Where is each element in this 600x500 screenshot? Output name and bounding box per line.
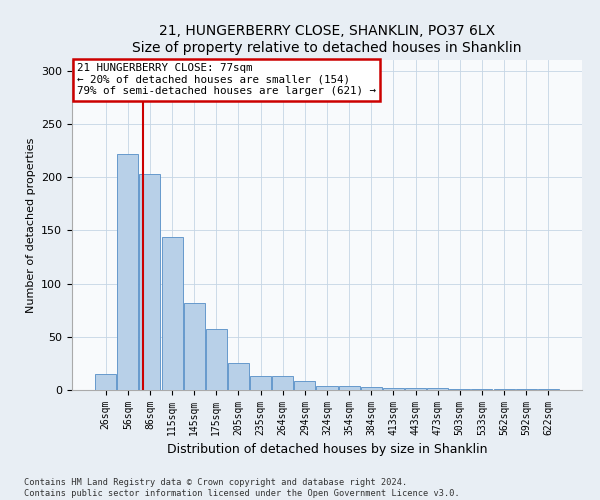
Bar xyxy=(405,388,426,390)
Bar xyxy=(538,389,559,390)
Bar xyxy=(338,386,359,390)
Bar xyxy=(161,236,182,390)
Bar xyxy=(515,389,536,390)
X-axis label: Distribution of detached houses by size in Shanklin: Distribution of detached houses by size … xyxy=(167,444,487,456)
Bar xyxy=(472,389,493,390)
Text: 21 HUNGERBERRY CLOSE: 77sqm
← 20% of detached houses are smaller (154)
79% of se: 21 HUNGERBERRY CLOSE: 77sqm ← 20% of det… xyxy=(77,64,376,96)
Bar xyxy=(449,389,470,390)
Title: 21, HUNGERBERRY CLOSE, SHANKLIN, PO37 6LX
Size of property relative to detached : 21, HUNGERBERRY CLOSE, SHANKLIN, PO37 6L… xyxy=(132,24,522,54)
Bar xyxy=(295,382,316,390)
Bar xyxy=(383,388,404,390)
Bar xyxy=(184,302,205,390)
Bar xyxy=(361,387,382,390)
Bar xyxy=(250,376,271,390)
Bar xyxy=(427,388,448,390)
Bar xyxy=(316,386,338,390)
Bar xyxy=(118,154,139,390)
Bar xyxy=(139,174,160,390)
Bar xyxy=(494,389,515,390)
Bar xyxy=(206,330,227,390)
Y-axis label: Number of detached properties: Number of detached properties xyxy=(26,138,35,312)
Bar xyxy=(272,376,293,390)
Text: Contains HM Land Registry data © Crown copyright and database right 2024.
Contai: Contains HM Land Registry data © Crown c… xyxy=(24,478,460,498)
Bar xyxy=(228,364,249,390)
Bar xyxy=(95,374,116,390)
